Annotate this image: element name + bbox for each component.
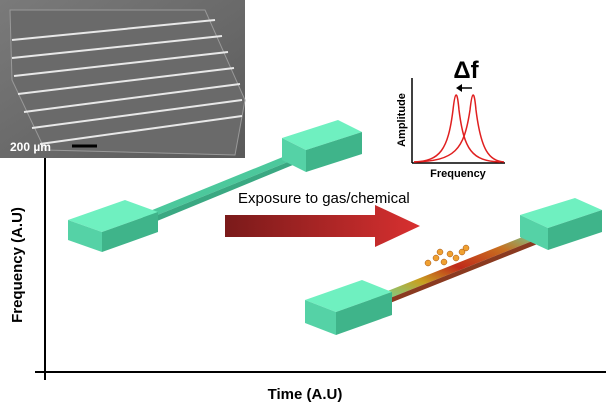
sem-image: 200 µm <box>0 0 246 158</box>
y-axis-label: Frequency (A.U) <box>9 207 26 323</box>
frequency-label: Frequency <box>430 168 487 180</box>
arrow-label: Exposure to gas/chemical <box>238 190 410 207</box>
scale-label: 200 µm <box>10 140 51 154</box>
resonator-before <box>68 120 362 252</box>
exposure-arrow <box>225 205 420 247</box>
resonator-after <box>305 198 602 335</box>
delta-f-label: Δf <box>453 57 479 84</box>
x-axis-label: Time (A.U) <box>268 386 343 403</box>
amplitude-label: Amplitude <box>396 93 408 147</box>
frequency-plot: Δf Amplitude Frequency <box>396 57 505 180</box>
